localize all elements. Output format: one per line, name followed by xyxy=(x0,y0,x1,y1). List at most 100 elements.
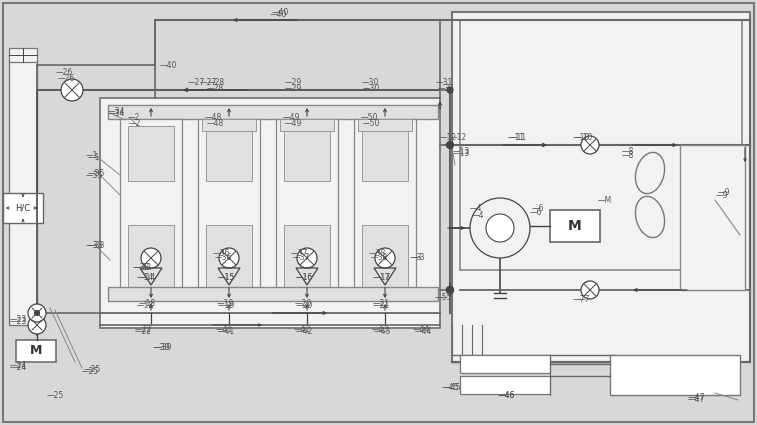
Text: H/C: H/C xyxy=(15,204,30,212)
Text: —25: —25 xyxy=(47,391,64,399)
Text: M: M xyxy=(30,345,42,357)
Text: —43: —43 xyxy=(372,326,389,334)
Text: —10: —10 xyxy=(576,133,593,142)
Text: —43: —43 xyxy=(374,328,391,337)
Bar xyxy=(206,126,252,181)
Text: —25: —25 xyxy=(84,366,101,374)
Bar xyxy=(198,119,260,294)
Text: —29: —29 xyxy=(285,77,302,87)
Text: —33: —33 xyxy=(86,241,104,249)
Text: —32: —32 xyxy=(135,264,152,272)
Bar xyxy=(358,119,412,131)
Bar xyxy=(460,355,550,373)
Text: —21: —21 xyxy=(373,298,390,308)
Bar xyxy=(9,48,37,62)
Text: —22: —22 xyxy=(135,326,152,334)
Text: —13: —13 xyxy=(453,147,470,156)
Bar xyxy=(362,126,408,181)
Text: —11: —11 xyxy=(508,133,525,142)
Text: —8: —8 xyxy=(622,150,634,159)
Text: —19: —19 xyxy=(217,298,234,308)
Text: —40: —40 xyxy=(160,60,177,70)
Text: —38: —38 xyxy=(369,249,386,258)
Text: —11: —11 xyxy=(510,133,527,142)
Bar xyxy=(16,340,56,362)
Text: —22: —22 xyxy=(135,328,152,337)
Text: —50: —50 xyxy=(361,113,378,122)
Circle shape xyxy=(28,316,46,334)
Text: —27: —27 xyxy=(188,77,205,87)
Text: —30: —30 xyxy=(362,77,379,87)
Bar xyxy=(100,98,440,328)
Text: —36: —36 xyxy=(215,253,232,263)
Text: —18: —18 xyxy=(139,298,156,308)
Text: —36: —36 xyxy=(213,249,230,258)
Text: —7: —7 xyxy=(573,295,585,304)
Text: —30: —30 xyxy=(363,83,380,93)
Circle shape xyxy=(486,214,514,242)
Text: —25: —25 xyxy=(82,368,99,377)
Text: —45: —45 xyxy=(442,383,459,393)
Text: —44: —44 xyxy=(415,328,432,337)
Text: —45: —45 xyxy=(444,383,461,393)
Text: —21: —21 xyxy=(373,301,390,311)
Bar xyxy=(9,60,37,325)
Text: —46: —46 xyxy=(498,391,516,399)
Circle shape xyxy=(375,248,395,268)
Bar xyxy=(460,376,550,394)
Circle shape xyxy=(447,87,453,93)
Text: —2: —2 xyxy=(129,119,142,128)
Text: —23: —23 xyxy=(10,317,27,326)
Text: —4: —4 xyxy=(472,210,484,219)
Text: —6: —6 xyxy=(530,207,543,216)
Text: —3: —3 xyxy=(410,253,422,263)
Text: —33: —33 xyxy=(88,241,105,249)
Text: —10: —10 xyxy=(573,133,590,142)
Text: —47: —47 xyxy=(688,396,706,405)
Bar xyxy=(108,287,438,301)
Bar xyxy=(3,193,43,223)
Text: —8: —8 xyxy=(622,147,634,156)
Text: —12: —12 xyxy=(440,133,457,142)
Text: —12: —12 xyxy=(450,133,467,142)
Bar xyxy=(128,225,174,287)
Circle shape xyxy=(219,248,239,268)
Text: —27: —27 xyxy=(200,77,217,87)
Text: —6: —6 xyxy=(532,204,544,212)
Text: —32: —32 xyxy=(133,264,150,272)
Circle shape xyxy=(447,286,453,294)
Text: —46: —46 xyxy=(498,391,516,399)
Text: —35: —35 xyxy=(86,170,104,179)
Text: —29: —29 xyxy=(285,83,302,93)
Circle shape xyxy=(581,281,599,299)
Text: —17: —17 xyxy=(374,274,391,283)
Text: —47: —47 xyxy=(688,394,706,402)
Text: —42: —42 xyxy=(294,326,311,334)
Circle shape xyxy=(28,304,46,322)
Bar xyxy=(680,145,745,290)
Bar xyxy=(276,119,338,294)
Text: —1: —1 xyxy=(88,153,101,162)
Circle shape xyxy=(141,248,161,268)
Text: —48: —48 xyxy=(207,119,224,128)
Text: —2: —2 xyxy=(128,113,140,122)
Text: —14: —14 xyxy=(137,274,154,283)
Text: —40: —40 xyxy=(272,8,289,17)
Bar xyxy=(120,119,182,294)
Bar xyxy=(452,12,750,362)
Circle shape xyxy=(447,286,453,294)
Circle shape xyxy=(297,248,317,268)
Text: —39: —39 xyxy=(153,343,170,352)
Bar xyxy=(280,119,334,131)
Text: —14: —14 xyxy=(139,274,156,283)
Bar xyxy=(362,225,408,287)
Text: —9: —9 xyxy=(718,187,731,196)
Text: —41: —41 xyxy=(218,328,235,337)
Text: —31: —31 xyxy=(436,77,453,87)
Circle shape xyxy=(61,79,83,101)
Text: —40: —40 xyxy=(270,9,288,19)
Text: —48: —48 xyxy=(205,113,223,122)
Text: —37: —37 xyxy=(293,253,310,263)
Text: —18: —18 xyxy=(137,301,154,311)
Text: —16: —16 xyxy=(296,274,313,283)
